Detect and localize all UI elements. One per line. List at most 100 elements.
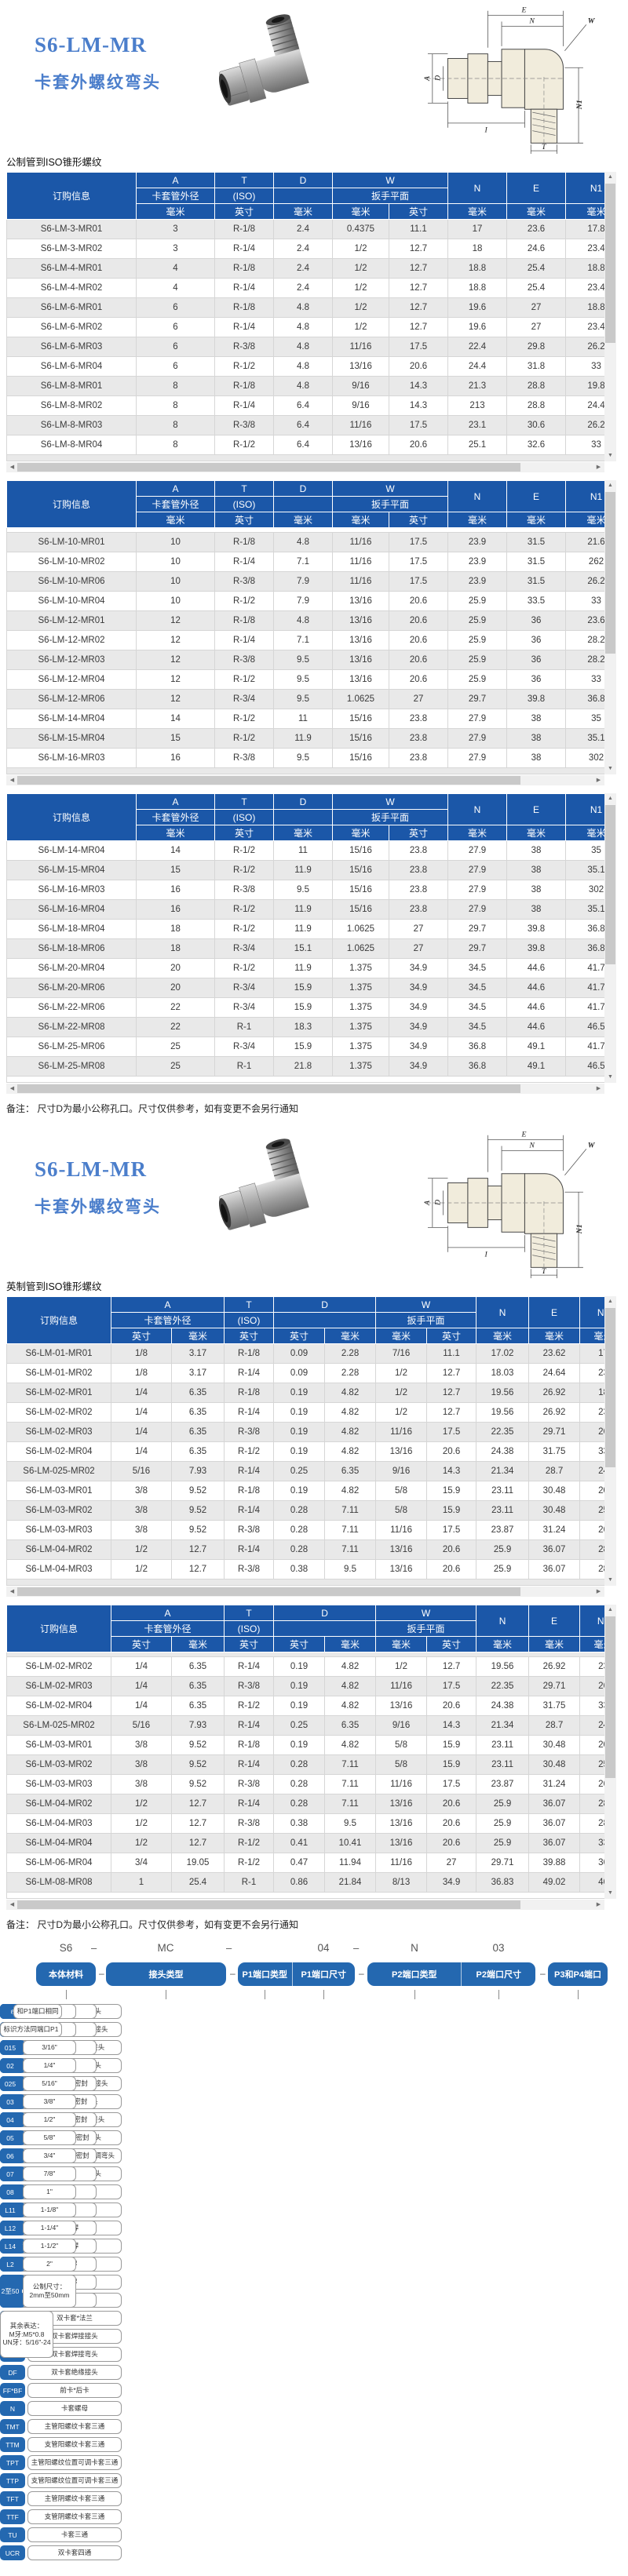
option-label: 1-1/2" — [23, 2239, 76, 2254]
scroll-left-arrow[interactable]: ◀ — [9, 1589, 15, 1594]
spec-value: 39.88 — [528, 1853, 581, 1873]
table-row: S6-LM-25-MR08 25 R-1 21.8 1.375 34.9 36.8 49.1 4… — [6, 1056, 604, 1077]
horizontal-scroll-thumb[interactable] — [17, 776, 521, 785]
spec-value: 1/2 — [375, 1383, 428, 1403]
spec-value: 23.11 — [476, 1735, 530, 1755]
spec-value: 35 — [565, 840, 604, 861]
vertical-scrollbar[interactable]: ▲ ▼ — [604, 480, 616, 774]
spec-value: 5/8 — [375, 1754, 428, 1775]
column-header: 毫米 — [324, 1636, 377, 1652]
horizontal-scrollbar[interactable]: ◀ ▶ — [6, 1900, 604, 1910]
option-code: N — [0, 2401, 25, 2416]
table-row: S6-LM-8-MR02 8 R-1/4 6.4 9/16 14.3 213 28.8 24.4 — [6, 395, 604, 416]
scroll-right-arrow[interactable]: ▶ — [596, 465, 601, 470]
scroll-down-arrow[interactable]: ▼ — [608, 1890, 613, 1896]
vertical-scroll-thumb[interactable] — [605, 805, 615, 964]
spec-value: 14 — [136, 709, 215, 729]
spec-value: 22.35 — [476, 1676, 530, 1696]
spec-value: 0.28 — [273, 1520, 326, 1540]
spec-value: 30.6 — [506, 415, 567, 435]
dash: – — [359, 1968, 364, 1979]
vertical-scrollbar[interactable]: ▲ ▼ — [604, 172, 616, 461]
scroll-down-arrow[interactable]: ▼ — [608, 1074, 613, 1080]
spec-value: 25.4 — [170, 1872, 225, 1893]
scroll-up-arrow[interactable]: ▲ — [608, 483, 613, 488]
dim-label-N: N — [528, 16, 535, 25]
spec-value: 0.19 — [273, 1735, 326, 1755]
spec-value: 10.41 — [324, 1833, 377, 1853]
spec-value: 4.82 — [324, 1676, 377, 1696]
scroll-right-arrow[interactable]: ▶ — [596, 778, 601, 783]
scroll-right-arrow[interactable]: ▶ — [596, 1086, 601, 1091]
dash: – — [353, 1942, 360, 1954]
spec-value: 31.75 — [528, 1441, 581, 1462]
scroll-left-arrow[interactable]: ◀ — [9, 465, 15, 470]
spec-value: 12 — [136, 650, 215, 670]
spec-value: 36.07 — [528, 1833, 581, 1853]
spec-value: R-1/4 — [224, 1539, 275, 1560]
spec-value: R-1/2 — [214, 860, 274, 880]
scroll-left-arrow[interactable]: ◀ — [9, 778, 15, 783]
spec-value: 36.83 — [476, 1872, 530, 1893]
spec-value: 38 — [506, 860, 567, 880]
clipped-row — [6, 1579, 604, 1586]
horizontal-scroll-thumb[interactable] — [17, 1587, 521, 1596]
spec-value: 16 — [136, 748, 215, 768]
spec-value: 12.7 — [388, 278, 449, 298]
table-row: S6-LM-8-MR04 8 R-1/2 6.4 13/16 20.6 25.1 32.6 33 — [6, 435, 604, 455]
column-header: E — [506, 793, 567, 825]
column-header: 订购信息 — [6, 1605, 111, 1652]
part-number: S6-LM-03-MR02 — [6, 1754, 111, 1775]
scroll-up-arrow[interactable]: ▲ — [608, 1299, 613, 1304]
product-name: 卡套外螺纹弯头 — [35, 1198, 161, 1216]
scroll-up-arrow[interactable]: ▲ — [608, 1607, 613, 1612]
spec-value: 13/16 — [332, 630, 389, 650]
scroll-right-arrow[interactable]: ▶ — [596, 1589, 601, 1594]
horizontal-scroll-thumb[interactable] — [17, 1900, 521, 1909]
option-row: 和P1端口相同 — [0, 2004, 62, 2019]
vertical-scroll-thumb[interactable] — [605, 1308, 615, 1467]
spec-value: 20 — [136, 978, 215, 998]
spec-value: 7.11 — [324, 1500, 377, 1521]
vertical-scrollbar[interactable]: ▲ ▼ — [604, 793, 616, 1083]
spec-value: 302 — [565, 880, 604, 900]
option-label: 和P1端口相同 — [13, 2004, 62, 2019]
spec-value: 23.8 — [388, 748, 449, 768]
horizontal-scroll-thumb[interactable] — [17, 1084, 521, 1093]
horizontal-scrollbar[interactable]: ◀ ▶ — [6, 1084, 604, 1094]
spec-value: R-3/8 — [224, 1774, 275, 1794]
horizontal-scroll-thumb[interactable] — [17, 463, 521, 472]
horizontal-scrollbar[interactable]: ◀ ▶ — [6, 1587, 604, 1597]
horizontal-scrollbar[interactable]: ◀ ▶ — [6, 775, 604, 785]
spec-value: 17.5 — [426, 1422, 477, 1442]
part-number: S6-LM-3-MR02 — [6, 239, 137, 259]
scroll-up-arrow[interactable]: ▲ — [608, 174, 613, 180]
vertical-scrollbar[interactable]: ▲ ▼ — [604, 1605, 616, 1899]
option-code: FF*BF — [0, 2383, 25, 2398]
vertical-scrollbar[interactable]: ▲ ▼ — [604, 1296, 616, 1586]
scroll-up-arrow[interactable]: ▲ — [608, 796, 613, 801]
scroll-down-arrow[interactable]: ▼ — [608, 766, 613, 771]
vertical-scroll-thumb[interactable] — [605, 184, 615, 343]
spec-value: 20 — [136, 958, 215, 978]
scroll-down-arrow[interactable]: ▼ — [608, 453, 613, 458]
spec-value: 25 — [136, 1037, 215, 1057]
part-number: S6-LM-18-MR04 — [6, 919, 137, 939]
column-header: E — [528, 1605, 581, 1637]
spec-value: R-1/8 — [224, 1481, 275, 1501]
footnote: 备注： 尺寸D为最小公称孔口。尺寸仅供参考，如有变更不会另行通知 — [6, 1103, 299, 1114]
scroll-right-arrow[interactable]: ▶ — [596, 1902, 601, 1907]
scroll-left-arrow[interactable]: ◀ — [9, 1902, 15, 1907]
column-header: D — [273, 480, 333, 497]
scroll-left-arrow[interactable]: ◀ — [9, 1086, 15, 1091]
vertical-scroll-thumb[interactable] — [605, 1616, 615, 1779]
part-number: S6-LM-8-MR04 — [6, 435, 137, 455]
vertical-scroll-thumb[interactable] — [605, 492, 615, 654]
horizontal-scrollbar[interactable]: ◀ ▶ — [6, 462, 604, 472]
spec-value: 9.52 — [170, 1520, 225, 1540]
scroll-down-arrow[interactable]: ▼ — [608, 1577, 613, 1583]
